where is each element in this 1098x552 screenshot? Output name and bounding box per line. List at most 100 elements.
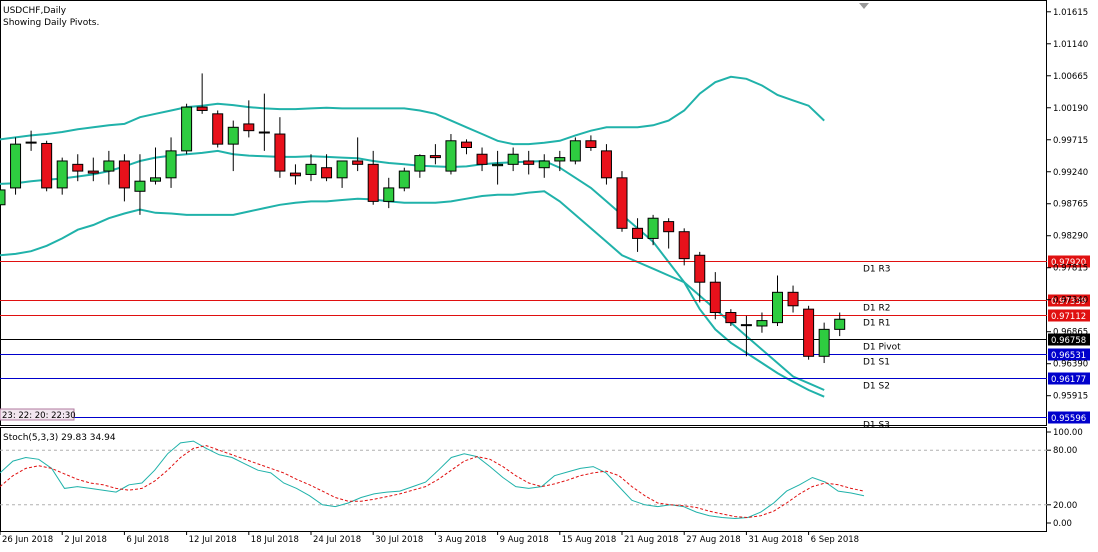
pivot-price-label-6: 0.96177 [1051, 375, 1086, 385]
candle-body [492, 163, 504, 167]
candle-body [165, 150, 177, 179]
chart-shift-icon[interactable] [859, 3, 869, 9]
candle-body [10, 143, 22, 189]
candle-body [818, 328, 830, 357]
candle-body [289, 172, 301, 177]
pivot-name-1: D1 R3 [863, 265, 891, 275]
time-tick-label: 12 Jul 2018 [189, 535, 237, 545]
price-tick-label: 0.99240 [1053, 168, 1088, 178]
pivot-price-label-4: 0.96758 [1051, 336, 1086, 346]
price-tick-label: 0.96865 [1053, 328, 1088, 338]
stoch-panel-frame [0, 427, 1047, 532]
candle-body [150, 177, 161, 182]
price-tick-label: 0.98765 [1053, 200, 1088, 210]
time-tick-label: 27 Aug 2018 [686, 535, 740, 545]
pivot-price-label-7: 0.95596 [1051, 414, 1086, 424]
pivot-price-box-7 [1048, 411, 1090, 424]
candle-body [367, 163, 379, 202]
time-tick-label: 30 Jul 2018 [375, 535, 423, 545]
pivot-name-2: D1 R2 [863, 304, 891, 314]
candle-body [694, 254, 706, 283]
candle-body [305, 163, 317, 175]
stoch-label: Stoch(5,3,3) 29.83 34.94 [3, 433, 116, 443]
candle-body [103, 160, 115, 172]
candle-body [87, 170, 99, 174]
pivot-price-label-5: 0.96531 [1051, 351, 1086, 361]
price-tick-label: 1.01140 [1053, 40, 1088, 50]
candle-body [212, 113, 224, 145]
candle-body [41, 142, 53, 189]
pivot-name-7: D1 S3 [863, 421, 890, 431]
candle-body [352, 160, 364, 165]
candle-body [414, 155, 426, 172]
time-tick-label: 24 Jul 2018 [313, 535, 361, 545]
candle-body [134, 180, 146, 192]
candle-body [678, 231, 690, 260]
left-marker-box [0, 408, 75, 421]
pivot-name-6: D1 S2 [863, 382, 890, 392]
bollinger-lower [0, 190, 825, 391]
price-tick-label: 0.98290 [1053, 232, 1088, 242]
candle-body [756, 320, 768, 327]
candle-body [772, 291, 783, 324]
price-tick-label: 0.96390 [1053, 360, 1088, 370]
pivot-price-box-1 [1048, 255, 1090, 268]
candle-body [600, 150, 612, 179]
left-marker-text: 23: 22: 20: 22:30 [2, 411, 76, 421]
candle-body [243, 123, 255, 132]
pivot-price-box-4 [1048, 333, 1090, 346]
pivot-price-box-6 [1048, 372, 1090, 385]
time-tick-label: 18 Jul 2018 [251, 535, 299, 545]
candle-body [834, 318, 846, 330]
candle-body [523, 160, 535, 165]
time-tick-label: 15 Aug 2018 [562, 535, 616, 545]
bollinger-bands [0, 75, 825, 398]
candle-body [383, 187, 395, 202]
candle-body [56, 160, 68, 189]
pivot-lines: D1 R3 0.97920 D1 R2 0.97339 D1 R1 0.97112 D1 P… [0, 255, 1090, 431]
candle-body [569, 140, 581, 162]
candle-body [663, 221, 675, 233]
pivot-price-label-2: 0.97339 [1051, 297, 1086, 307]
time-tick-label: 6 Sep 2018 [811, 535, 859, 545]
candle-body [429, 155, 441, 159]
stoch-tick-label: 80.00 [1053, 446, 1077, 456]
candle-body [0, 189, 6, 206]
candle-body [274, 133, 286, 172]
candle-body [25, 141, 37, 144]
candle-body [507, 153, 519, 165]
candle-body [585, 140, 597, 149]
stochastic-panel: 100.00 80.00 20.00 0.00 [0, 428, 1083, 529]
candle-body [740, 324, 752, 327]
pivot-price-label-3: 0.97112 [1051, 312, 1086, 322]
candle-body [196, 106, 208, 111]
candle-body [632, 227, 644, 239]
candle-body [616, 177, 628, 229]
candle-body [258, 131, 270, 134]
time-tick-label: 21 Aug 2018 [624, 535, 678, 545]
pivot-name-4: D1 Pivot [863, 343, 901, 353]
candle-body [476, 153, 488, 165]
pivot-price-box-3 [1048, 309, 1090, 322]
stoch-main-line [0, 440, 865, 520]
candles [0, 73, 846, 364]
price-tick-label: 0.95915 [1053, 392, 1088, 402]
candle-body [554, 157, 566, 162]
price-tick-label: 1.00190 [1053, 104, 1088, 114]
bollinger-upper [0, 75, 825, 146]
time-tick-label: 31 Aug 2018 [748, 535, 802, 545]
time-tick-label: 9 Aug 2018 [500, 535, 549, 545]
time-tick-label: 2 Jul 2018 [64, 535, 107, 545]
candle-body [398, 170, 410, 189]
time-tick-label: 26 Jun 2018 [2, 535, 53, 545]
price-tick-label: 0.97340 [1053, 296, 1088, 306]
pivot-price-box-5 [1048, 348, 1090, 361]
candle-body [72, 163, 84, 172]
price-tick-label: 0.97815 [1053, 264, 1088, 274]
time-axis: 26 Jun 2018 2 Jul 2018 6 Jul 2018 12 Jul 20… [0, 531, 859, 545]
price-axis: 1.01615 1.01140 1.00665 1.00190 0.99715 0.992… [1047, 8, 1088, 402]
time-tick-label: 6 Jul 2018 [126, 535, 169, 545]
stoch-tick-label: 0.00 [1053, 519, 1072, 529]
stoch-tick-label: 100.00 [1053, 428, 1083, 438]
candle-body [787, 291, 799, 307]
